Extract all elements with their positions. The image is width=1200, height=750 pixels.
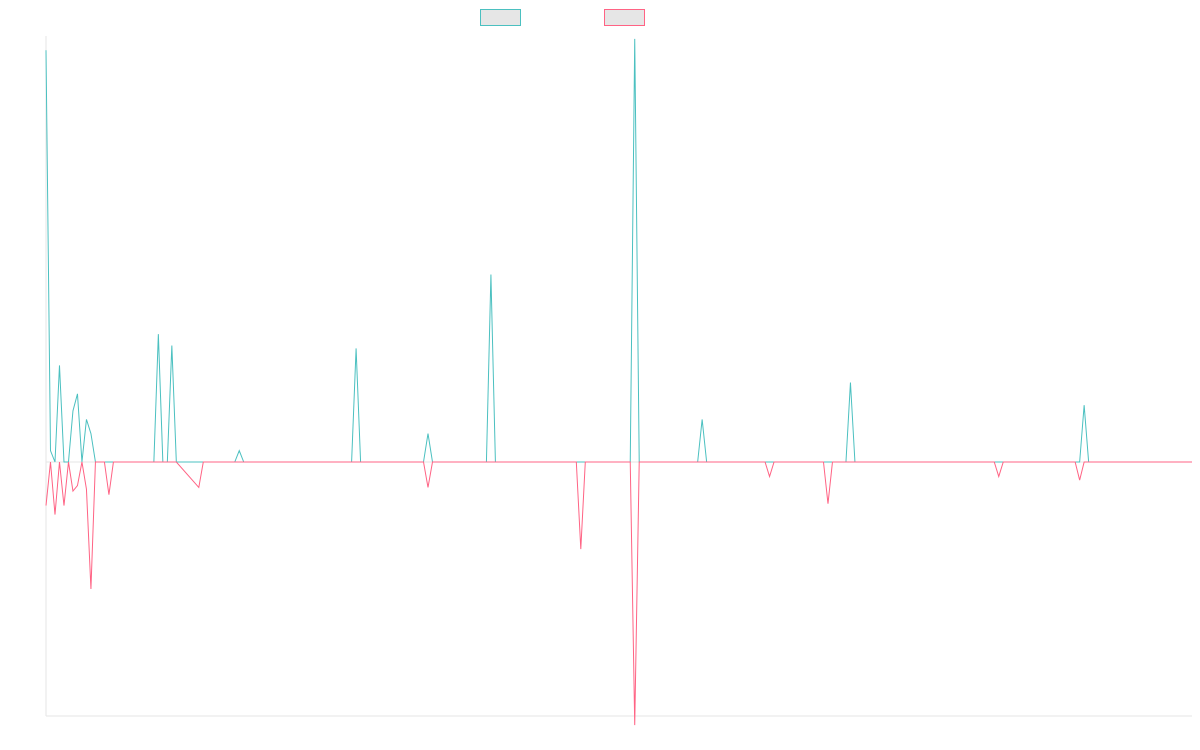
legend-swatch-2[interactable] xyxy=(604,9,645,26)
legend-item-1[interactable] xyxy=(480,9,521,26)
chart-legend[interactable] xyxy=(480,9,645,26)
legend-item-2[interactable] xyxy=(604,9,645,26)
series-line-1 xyxy=(45,38,1192,463)
legend-swatch-1[interactable] xyxy=(480,9,521,26)
series-line-2 xyxy=(45,461,1192,726)
series-group xyxy=(45,38,1192,726)
